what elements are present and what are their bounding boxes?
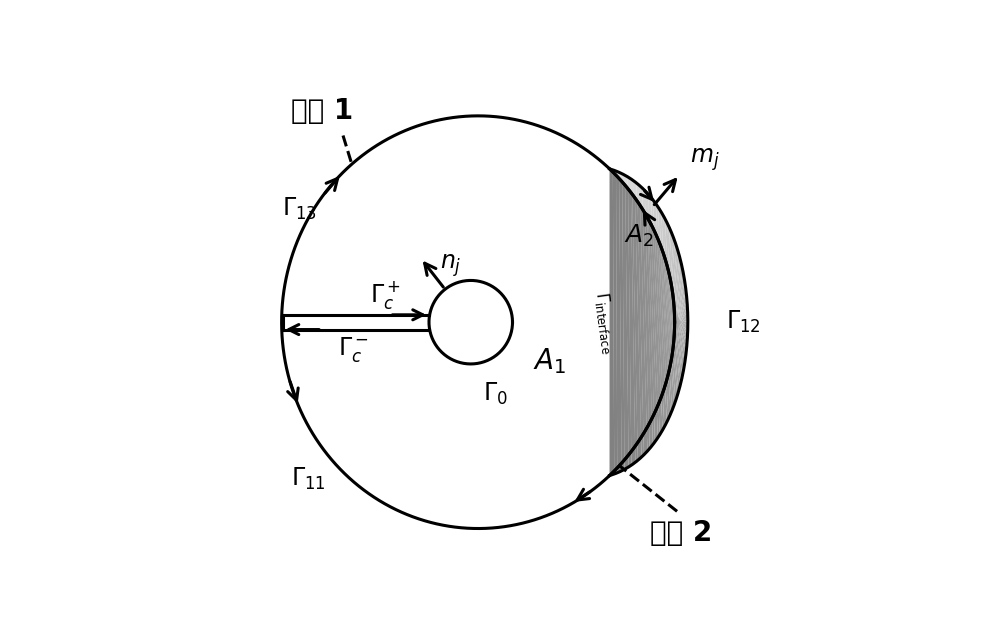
Polygon shape xyxy=(673,293,686,356)
Polygon shape xyxy=(641,195,652,437)
Polygon shape xyxy=(647,217,658,441)
Polygon shape xyxy=(621,174,627,464)
Polygon shape xyxy=(613,172,617,474)
Text: $\Gamma_c^-$: $\Gamma_c^-$ xyxy=(338,335,369,364)
Polygon shape xyxy=(674,302,687,346)
Polygon shape xyxy=(654,216,666,415)
Polygon shape xyxy=(674,307,688,342)
Text: $n_j$: $n_j$ xyxy=(440,253,462,279)
Polygon shape xyxy=(672,280,685,358)
Polygon shape xyxy=(674,309,688,336)
Polygon shape xyxy=(663,242,677,392)
Polygon shape xyxy=(667,264,680,392)
Polygon shape xyxy=(625,185,631,467)
Polygon shape xyxy=(675,317,688,328)
Polygon shape xyxy=(670,279,684,373)
Polygon shape xyxy=(618,173,623,468)
Text: $\Gamma_{12}$: $\Gamma_{12}$ xyxy=(726,309,761,336)
Polygon shape xyxy=(671,284,685,366)
Polygon shape xyxy=(611,170,616,474)
Polygon shape xyxy=(662,238,675,396)
Polygon shape xyxy=(660,244,672,413)
Polygon shape xyxy=(645,213,655,445)
Text: $\Gamma_c^+$: $\Gamma_c^+$ xyxy=(370,279,401,311)
Polygon shape xyxy=(619,179,625,471)
Polygon shape xyxy=(662,251,676,404)
Polygon shape xyxy=(635,198,644,457)
Polygon shape xyxy=(658,240,671,419)
Polygon shape xyxy=(670,278,683,376)
Polygon shape xyxy=(655,232,667,427)
Polygon shape xyxy=(664,255,677,401)
Polygon shape xyxy=(656,235,668,422)
Polygon shape xyxy=(672,289,686,362)
Polygon shape xyxy=(631,193,638,463)
Polygon shape xyxy=(669,266,683,369)
Polygon shape xyxy=(616,175,622,473)
Polygon shape xyxy=(674,314,688,332)
Polygon shape xyxy=(610,169,613,475)
Polygon shape xyxy=(622,182,629,470)
Polygon shape xyxy=(669,273,682,382)
Polygon shape xyxy=(661,246,674,410)
Polygon shape xyxy=(668,260,682,374)
Polygon shape xyxy=(636,189,646,445)
Polygon shape xyxy=(653,227,664,430)
Polygon shape xyxy=(659,229,671,403)
Polygon shape xyxy=(634,186,643,449)
Polygon shape xyxy=(631,183,640,452)
Polygon shape xyxy=(665,260,678,396)
Polygon shape xyxy=(648,219,660,438)
Polygon shape xyxy=(614,171,620,471)
Polygon shape xyxy=(643,209,653,449)
Polygon shape xyxy=(639,192,649,441)
Polygon shape xyxy=(656,221,668,411)
Polygon shape xyxy=(627,179,634,457)
Text: 材料 2: 材料 2 xyxy=(650,519,712,547)
Polygon shape xyxy=(674,300,687,339)
Polygon shape xyxy=(644,198,654,433)
Polygon shape xyxy=(652,213,663,419)
Polygon shape xyxy=(629,181,637,454)
Polygon shape xyxy=(673,290,687,349)
Text: $\Gamma_{13}$: $\Gamma_{13}$ xyxy=(282,196,317,222)
Polygon shape xyxy=(674,307,688,338)
Polygon shape xyxy=(660,233,674,400)
Polygon shape xyxy=(672,286,686,353)
Polygon shape xyxy=(647,205,659,427)
Polygon shape xyxy=(668,269,681,386)
Polygon shape xyxy=(667,256,680,378)
Polygon shape xyxy=(673,296,687,344)
Polygon shape xyxy=(674,311,688,332)
Polygon shape xyxy=(651,223,663,434)
Text: $A_2$: $A_2$ xyxy=(624,223,654,249)
Polygon shape xyxy=(671,276,685,362)
Polygon shape xyxy=(610,169,614,475)
Text: 材料 1: 材料 1 xyxy=(291,97,354,125)
Polygon shape xyxy=(638,202,647,455)
Polygon shape xyxy=(657,224,670,406)
Polygon shape xyxy=(640,205,650,451)
Polygon shape xyxy=(673,298,687,352)
Polygon shape xyxy=(632,194,642,460)
Polygon shape xyxy=(675,319,688,325)
Polygon shape xyxy=(665,247,678,387)
Polygon shape xyxy=(666,251,679,383)
Polygon shape xyxy=(646,201,657,429)
Text: $\Gamma_{11}$: $\Gamma_{11}$ xyxy=(291,466,326,493)
Text: $\Gamma_0$: $\Gamma_0$ xyxy=(483,380,508,406)
Polygon shape xyxy=(624,177,630,461)
Polygon shape xyxy=(628,189,635,465)
Text: $A_1$: $A_1$ xyxy=(533,346,566,376)
Polygon shape xyxy=(649,209,662,423)
Text: $\Gamma_{\mathrm{interface}}$: $\Gamma_{\mathrm{interface}}$ xyxy=(591,290,619,355)
Polygon shape xyxy=(670,270,684,367)
Text: $m_j$: $m_j$ xyxy=(690,147,720,174)
